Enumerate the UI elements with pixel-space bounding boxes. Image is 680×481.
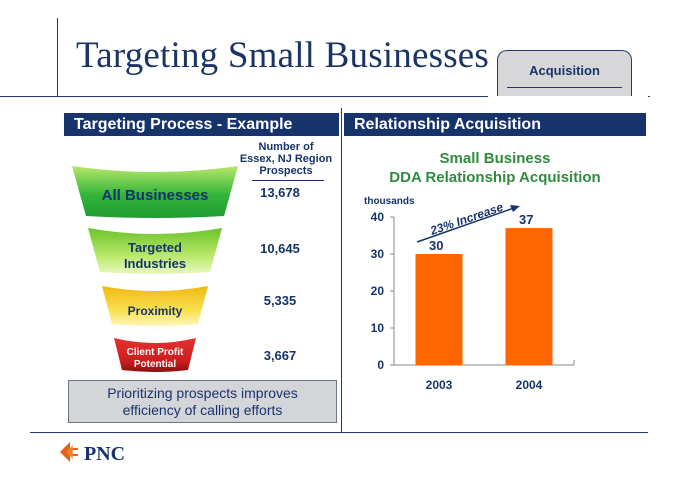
- funnel-stage-all-businesses: [72, 166, 238, 218]
- right-panel-header: Relationship Acquisition: [344, 113, 646, 136]
- bar-2004: [505, 228, 553, 365]
- increase-annotation: 23% Increase: [427, 200, 505, 238]
- stage-label-proximity: Proximity: [127, 304, 183, 318]
- callout-box: [68, 380, 337, 423]
- column-header-line: Prospects: [259, 165, 313, 177]
- y-axis-label: thousands: [364, 196, 415, 207]
- x-tick-label-2003: 2003: [426, 378, 453, 392]
- funnel-diagram: [72, 166, 238, 372]
- section-tab-label: Acquisition: [529, 63, 600, 78]
- x-tick-label-2004: 2004: [516, 378, 543, 392]
- column-header-line: Essex, NJ Region: [239, 153, 333, 165]
- y-tick-label: 0: [377, 358, 384, 372]
- data-label-2004: 37: [519, 212, 533, 227]
- stage-label-all-businesses: All Businesses: [101, 187, 209, 204]
- footer-rule: [30, 432, 648, 433]
- y-tick-label: 20: [371, 284, 385, 298]
- stage-label-client-profit: Client Profit Potential: [126, 347, 184, 370]
- y-tick-label: 30: [371, 247, 385, 261]
- chart-labels: 30 2003 37 2004: [426, 212, 543, 392]
- stage-value-proximity: 5,335: [263, 293, 297, 308]
- tab-connector: [488, 96, 648, 108]
- pnc-logo: PNC: [60, 442, 125, 465]
- section-tab: [497, 50, 632, 96]
- title-rule-vertical: [57, 18, 58, 96]
- bar-2003: [415, 254, 463, 365]
- callout-text: Prioritizing prospects improves efficienc…: [107, 385, 298, 418]
- y-tick-label: 10: [371, 321, 385, 335]
- page-title: Targeting Small Businesses: [76, 35, 490, 76]
- funnel-stage-client-profit: [114, 338, 196, 372]
- data-label-2003: 30: [429, 238, 443, 253]
- funnel-stage-targeted-industries: [88, 228, 222, 274]
- stage-value-targeted-industries: 10,645: [260, 241, 300, 256]
- column-header-line: Number of: [258, 141, 314, 153]
- chart-title: Small Business DDA Relationship Acquisiti…: [389, 150, 601, 186]
- left-panel-header: Targeting Process - Example: [64, 113, 339, 136]
- pnc-logo-text: PNC: [84, 443, 125, 465]
- panel-divider: [341, 108, 342, 432]
- bar-chart: thousands 0 10 20 30 40 30 2003 37 2004 23% Inc…: [364, 196, 575, 392]
- column-header-underline: [252, 180, 324, 181]
- increase-arrow: 23% Increase: [416, 200, 520, 243]
- chart-bars: [415, 228, 553, 365]
- pnc-logo-mark-icon: [60, 442, 80, 462]
- stage-value-client-profit: 3,667: [263, 348, 297, 363]
- section-tab-underline: [507, 87, 622, 88]
- prospects-column-header: Number of Essex, NJ Region Prospects: [232, 141, 340, 177]
- stage-value-all-businesses: 13,678: [260, 185, 300, 200]
- funnel-stage-proximity: [102, 286, 208, 326]
- title-rule-horizontal: [0, 96, 650, 97]
- y-tick-label: 40: [371, 210, 385, 224]
- stage-label-targeted-industries: Targeted Industries: [123, 240, 187, 271]
